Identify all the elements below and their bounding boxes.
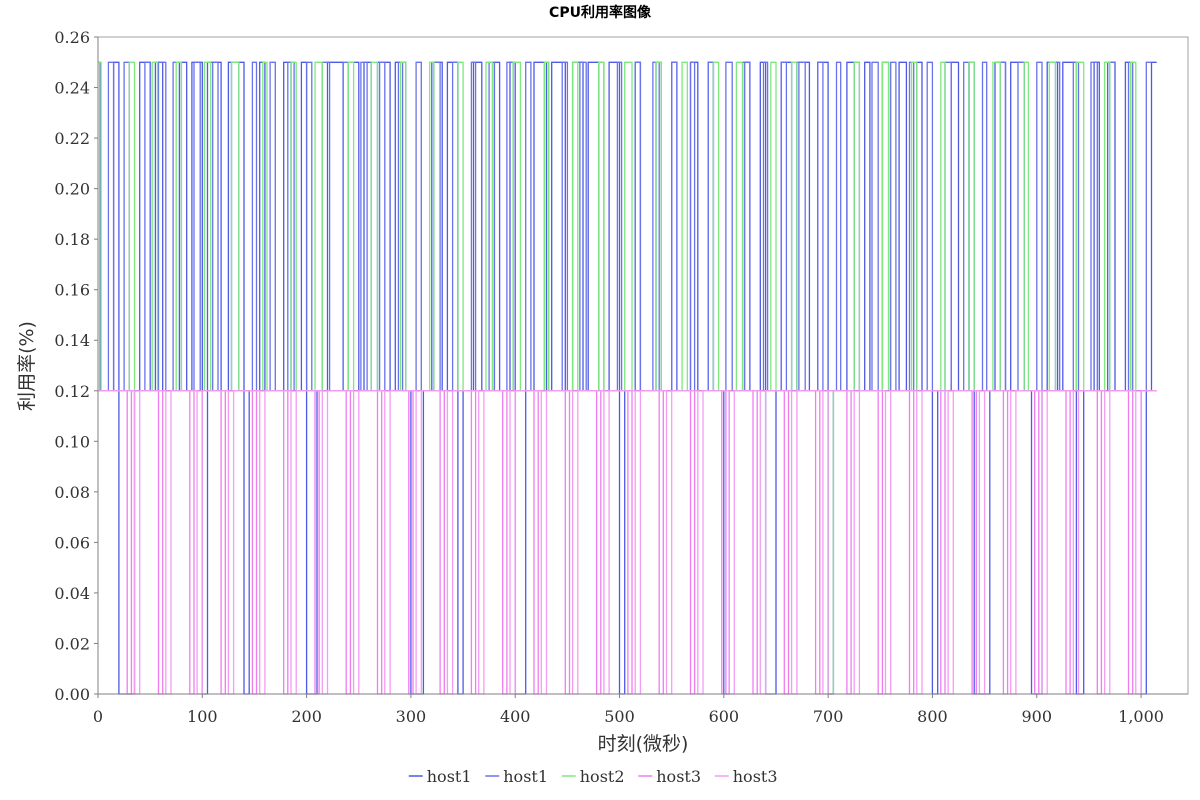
y-tick-label: 0.22 [54,129,90,148]
x-tick-label: 900 [1021,707,1052,726]
x-tick-label: 100 [187,707,218,726]
x-tick-label: 200 [291,707,322,726]
y-tick-label: 0.08 [54,483,90,502]
x-tick-label: 1,000 [1118,707,1164,726]
y-axis-label: 利用率(%) [16,321,38,411]
legend: host1 host1 host2 host3 host3 [408,767,778,786]
x-axis-ticks: 0 100 200 300 400 500 600 700 800 900 1,000 [93,694,1164,726]
x-axis-label: 时刻(微秒) [598,733,689,755]
legend-item-1: host1 [485,767,548,786]
y-tick-label: 0.12 [54,382,90,401]
legend-item-0: host1 [408,767,472,786]
y-tick-label: 0.20 [54,180,90,199]
chart-title: CPU利用率图像 [549,4,652,21]
y-tick-label: 0.10 [54,432,90,451]
legend-label: host1 [427,767,472,786]
y-tick-label: 0.00 [54,685,90,704]
y-tick-label: 0.14 [54,331,90,350]
y-tick-label: 0.18 [54,230,90,249]
y-tick-label: 0.26 [54,28,90,47]
y-tick-label: 0.16 [54,281,90,300]
plot-area [97,36,1189,695]
x-tick-label: 0 [93,707,103,726]
legend-label: host2 [580,767,625,786]
y-tick-label: 0.02 [54,634,90,653]
legend-label: host3 [656,767,701,786]
legend-item-2: host2 [561,767,625,786]
legend-label: host3 [733,767,778,786]
x-tick-label: 800 [917,707,948,726]
x-tick-label: 400 [500,707,531,726]
x-tick-label: 500 [604,707,635,726]
y-tick-label: 0.04 [54,584,90,603]
legend-label: host1 [503,767,548,786]
y-tick-label: 0.06 [54,533,90,552]
x-tick-label: 700 [813,707,844,726]
x-tick-label: 600 [709,707,740,726]
y-axis-ticks: 0.00 0.02 0.04 0.06 0.08 0.10 0.12 0.14 0.16 0.18… [54,28,98,704]
legend-item-3: host3 [638,767,701,786]
y-tick-label: 0.24 [54,79,90,98]
legend-item-4: host3 [714,767,778,786]
x-tick-label: 300 [396,707,427,726]
